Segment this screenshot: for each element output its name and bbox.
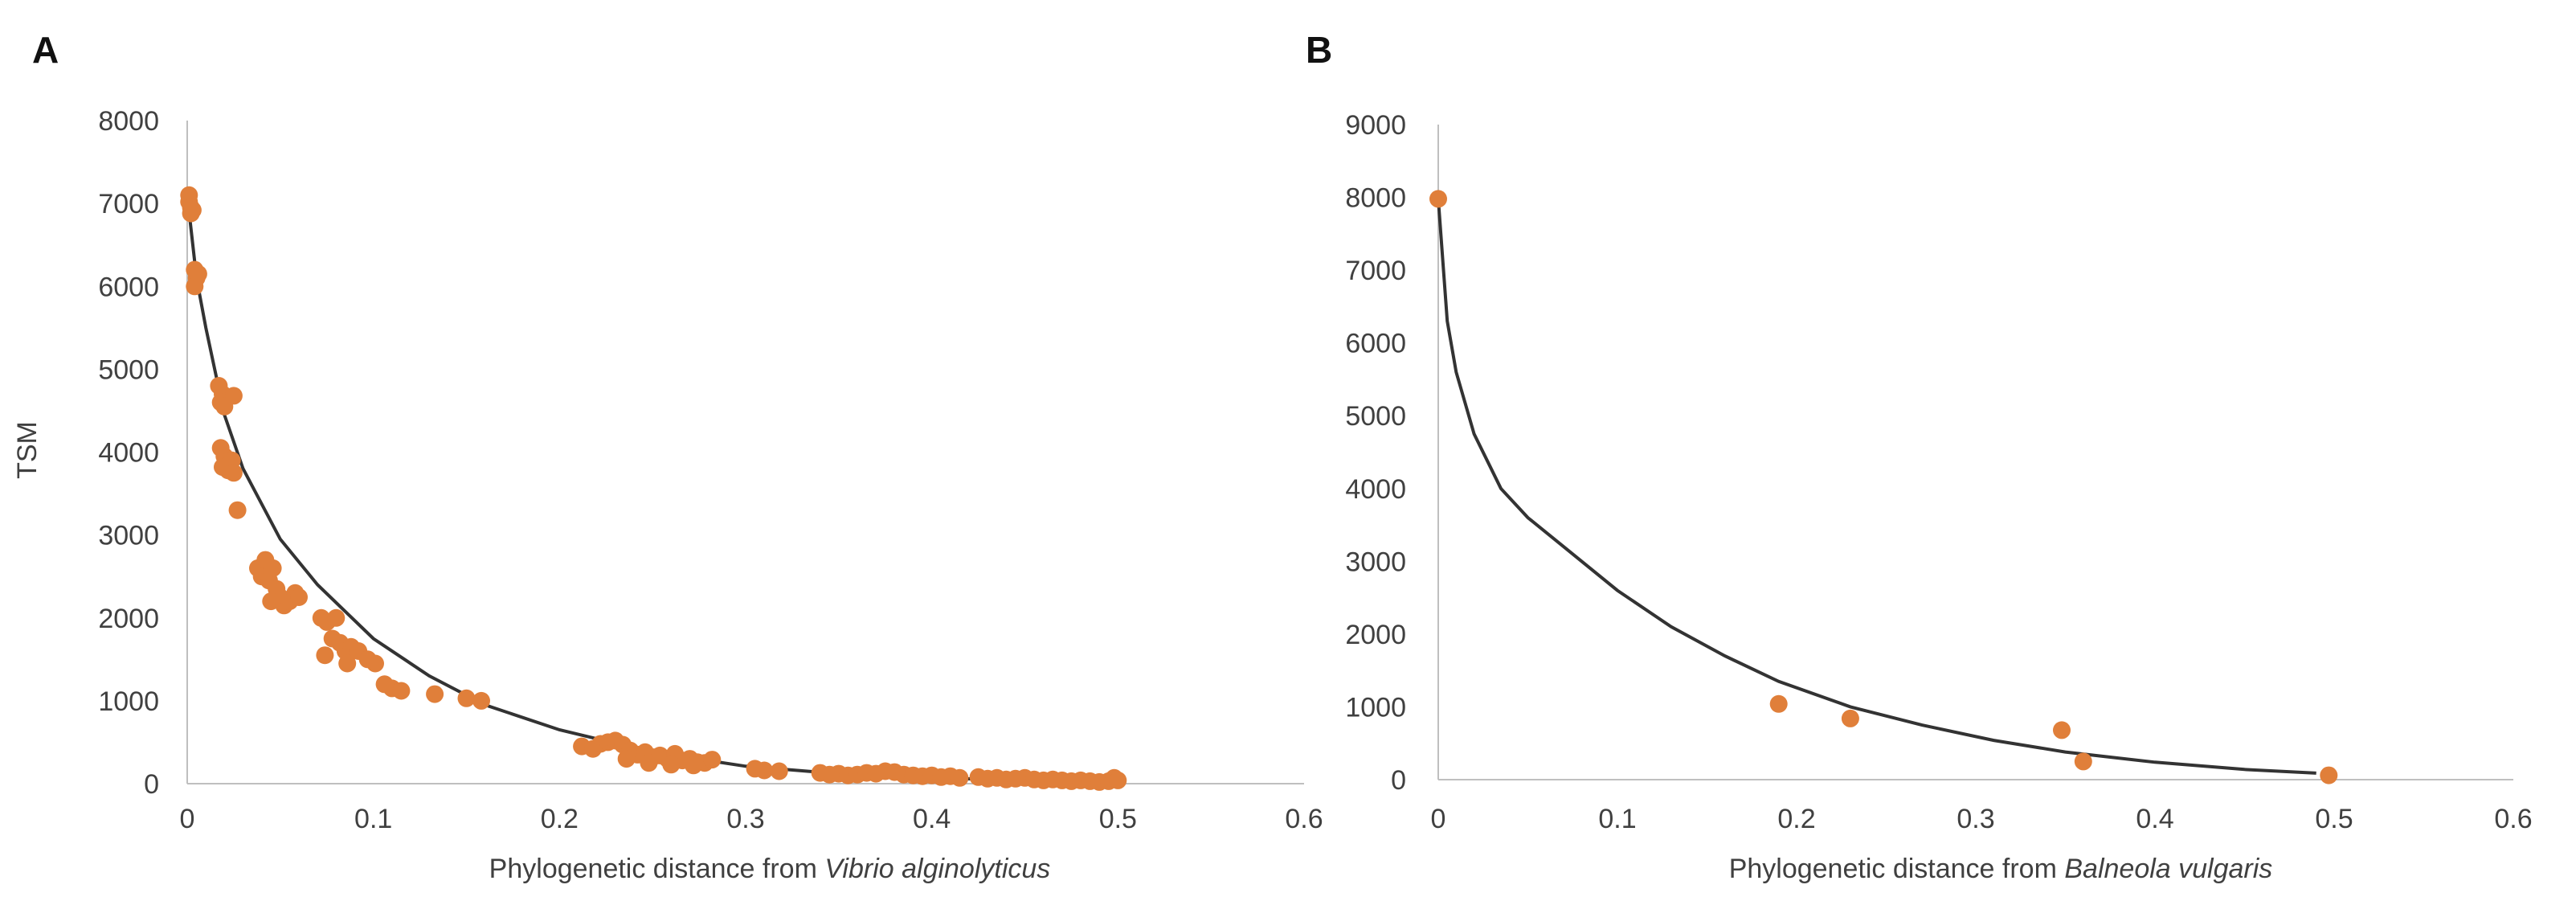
x-tick-label: 0.3 (1957, 804, 1994, 834)
panel-a-trendline (186, 195, 1118, 784)
y-tick-label: 5000 (98, 354, 159, 385)
y-tick-label: 0 (1391, 765, 1406, 796)
panel-a-y-axis-title: TSM (12, 421, 43, 479)
panel-b-x-axis-title: Phylogenetic distance from Balneola vulg… (1729, 854, 2273, 884)
panel-a-x-axis-title: Phylogenetic distance from Vibrio algino… (489, 854, 1051, 884)
y-tick-label: 2000 (1345, 620, 1406, 650)
data-point (366, 654, 384, 673)
data-point (617, 750, 636, 768)
data-point (685, 756, 703, 775)
y-tick-label: 3000 (1345, 547, 1406, 577)
data-point (327, 608, 346, 627)
x-tick-label: 0 (180, 804, 195, 834)
data-point (2074, 752, 2092, 771)
y-tick-label: 4000 (98, 438, 159, 469)
panel-a-x-axis-title-prefix: Phylogenetic distance from (489, 854, 825, 884)
x-tick-label: 0 (1431, 804, 1446, 834)
data-point (640, 754, 658, 772)
data-point (457, 689, 476, 707)
panel-b-points (1429, 190, 2338, 784)
data-point (1429, 190, 1447, 208)
x-tick-label: 0.5 (2315, 804, 2353, 834)
data-point (1109, 771, 1127, 789)
panel-a-y-tick-labels: 0 1000 2000 3000 4000 5000 6000 7000 8000 (98, 106, 159, 800)
x-tick-label: 0.1 (354, 804, 392, 834)
x-tick-label: 0.2 (541, 804, 579, 834)
y-tick-label: 6000 (1345, 329, 1406, 359)
y-tick-label: 6000 (98, 272, 159, 302)
y-tick-label: 5000 (1345, 401, 1406, 432)
x-tick-label: 0.2 (1777, 804, 1815, 834)
panel-a: A 0 1000 2000 3000 4000 5000 6000 7000 8000 0 0.1… (12, 29, 1323, 884)
panel-b: B 0100020003000400050006000700080009000 … (1306, 29, 2533, 884)
data-point (228, 501, 247, 519)
data-point (1769, 694, 1788, 713)
y-tick-label: 1000 (98, 686, 159, 717)
data-point (472, 691, 490, 710)
panel-b-x-tick-labels: 0 0.1 0.2 0.3 0.4 0.5 0.6 (1431, 804, 2533, 834)
data-point (264, 559, 282, 577)
y-tick-label: 9000 (1345, 110, 1406, 141)
y-tick-label: 7000 (98, 189, 159, 219)
data-point (1841, 709, 1859, 727)
data-point (2320, 766, 2338, 784)
panel-a-x-tick-labels: 0 0.1 0.2 0.3 0.4 0.5 0.6 (180, 804, 1323, 834)
panel-b-x-axis-title-species: Balneola vulgaris (2064, 854, 2272, 884)
y-tick-label: 7000 (1345, 256, 1406, 286)
x-tick-label: 0.3 (726, 804, 764, 834)
data-point (703, 751, 722, 769)
y-tick-label: 3000 (98, 521, 159, 551)
data-point (338, 654, 357, 673)
data-point (189, 264, 207, 283)
y-tick-label: 4000 (1345, 474, 1406, 505)
y-tick-label: 0 (144, 769, 159, 800)
x-tick-label: 0.4 (2136, 804, 2173, 834)
x-tick-label: 0.1 (1598, 804, 1636, 834)
y-tick-label: 2000 (98, 604, 159, 634)
x-tick-label: 0.6 (2494, 804, 2532, 834)
panel-a-letter: A (32, 29, 59, 71)
data-point (224, 464, 243, 482)
data-point (770, 762, 788, 780)
panel-a-points (180, 186, 1127, 791)
data-point (290, 588, 308, 606)
y-tick-label: 1000 (1345, 692, 1406, 723)
panel-b-y-tick-labels: 0 1000 2000 3000 4000 5000 6000 7000 8000 9000 (1345, 110, 1406, 796)
y-tick-label: 8000 (1345, 183, 1406, 214)
data-point (755, 761, 774, 780)
data-point (951, 768, 969, 787)
panel-b-letter: B (1306, 29, 1332, 71)
data-point (224, 387, 243, 405)
data-point (2053, 721, 2071, 739)
panel-a-x-axis-title-species: Vibrio alginolyticus (824, 854, 1050, 884)
panel-b-trendline (1437, 199, 2316, 775)
x-tick-label: 0.5 (1099, 804, 1137, 834)
data-point (183, 201, 202, 219)
y-tick-label: 8000 (98, 106, 159, 137)
x-tick-label: 0.4 (913, 804, 951, 834)
panel-b-x-axis-title-prefix: Phylogenetic distance from (1729, 854, 2065, 884)
data-point (426, 685, 444, 703)
data-point (392, 682, 411, 700)
data-point (316, 646, 334, 665)
x-tick-label: 0.6 (1285, 804, 1323, 834)
data-point (662, 756, 681, 774)
